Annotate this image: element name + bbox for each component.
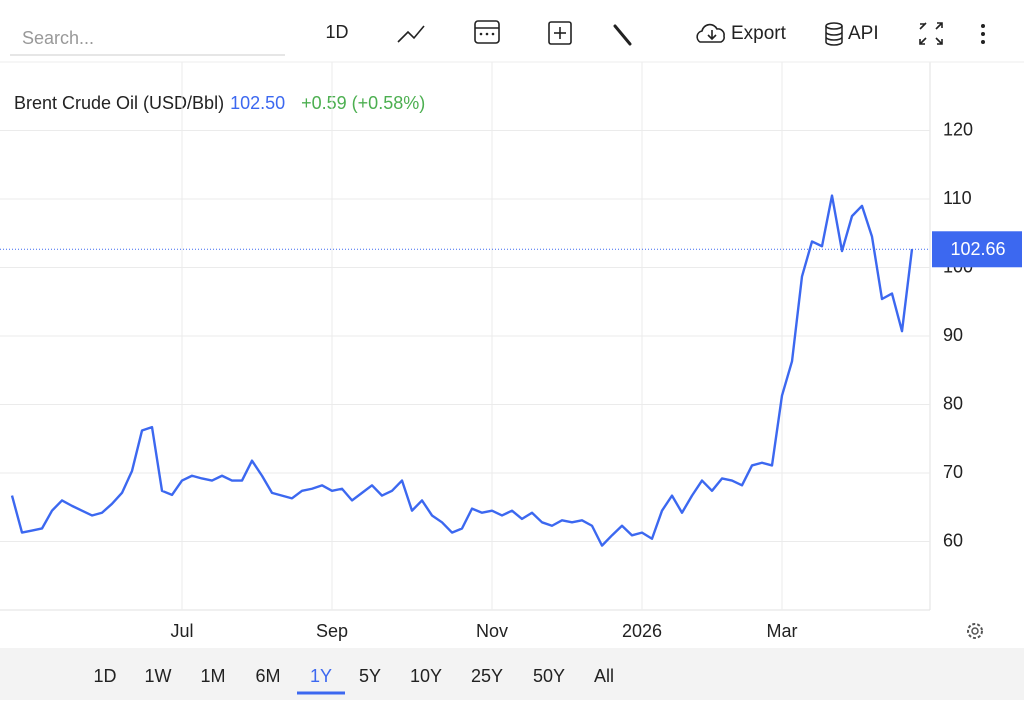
export-button[interactable]: Export bbox=[696, 23, 787, 44]
range-button[interactable]: 6M bbox=[255, 666, 280, 686]
range-button[interactable]: 25Y bbox=[471, 666, 503, 686]
range-button[interactable]: 1D bbox=[93, 666, 116, 686]
range-button[interactable]: 1M bbox=[200, 666, 225, 686]
settings-gear[interactable] bbox=[967, 623, 983, 639]
api-button[interactable]: API bbox=[825, 22, 879, 46]
quote-change: +0.59 (+0.58%) bbox=[301, 93, 425, 113]
range-button[interactable]: 1Y bbox=[310, 666, 332, 686]
range-button[interactable]: 5Y bbox=[359, 666, 381, 686]
quote-name: Brent Crude Oil (USD/Bbl) bbox=[14, 93, 224, 113]
y-tick-label: 80 bbox=[943, 393, 963, 413]
export-label[interactable]: Export bbox=[731, 23, 787, 44]
search-box[interactable]: Search... bbox=[22, 28, 94, 48]
range-bar bbox=[0, 648, 1024, 700]
y-tick-label: 90 bbox=[943, 325, 963, 345]
price-line bbox=[10, 194, 914, 547]
x-tick-label: Sep bbox=[316, 621, 348, 641]
plot-area: 60708090100110120JulSepNov2026Mar102.66 bbox=[0, 61, 1024, 641]
compare-icon[interactable] bbox=[548, 21, 572, 45]
fullscreen-icon[interactable] bbox=[919, 22, 943, 45]
x-tick-label: Jul bbox=[170, 621, 193, 641]
range-button[interactable]: All bbox=[594, 666, 614, 686]
range-button[interactable]: 50Y bbox=[533, 666, 565, 686]
y-tick-label: 60 bbox=[943, 530, 963, 550]
range-button[interactable]: 10Y bbox=[410, 666, 442, 686]
calendar-icon[interactable] bbox=[474, 20, 500, 44]
y-tick-label: 120 bbox=[943, 119, 973, 139]
y-tick-label: 110 bbox=[943, 188, 972, 208]
reference-label: 102.66 bbox=[950, 239, 1005, 259]
interval-button[interactable]: 1D bbox=[325, 22, 348, 42]
api-label[interactable]: API bbox=[848, 23, 879, 44]
x-tick-label: Nov bbox=[476, 621, 508, 641]
x-tick-label: Mar bbox=[767, 621, 798, 641]
reference-label-box bbox=[932, 231, 1022, 268]
settings-wrench-icon[interactable] bbox=[613, 24, 632, 46]
x-tick-label: 2026 bbox=[622, 621, 662, 641]
chart-type-icon[interactable] bbox=[397, 25, 425, 43]
range-button[interactable]: 1W bbox=[145, 666, 172, 686]
more-menu[interactable] bbox=[981, 24, 985, 44]
quote-price: 102.50 bbox=[230, 93, 285, 113]
y-tick-label: 70 bbox=[943, 462, 963, 482]
